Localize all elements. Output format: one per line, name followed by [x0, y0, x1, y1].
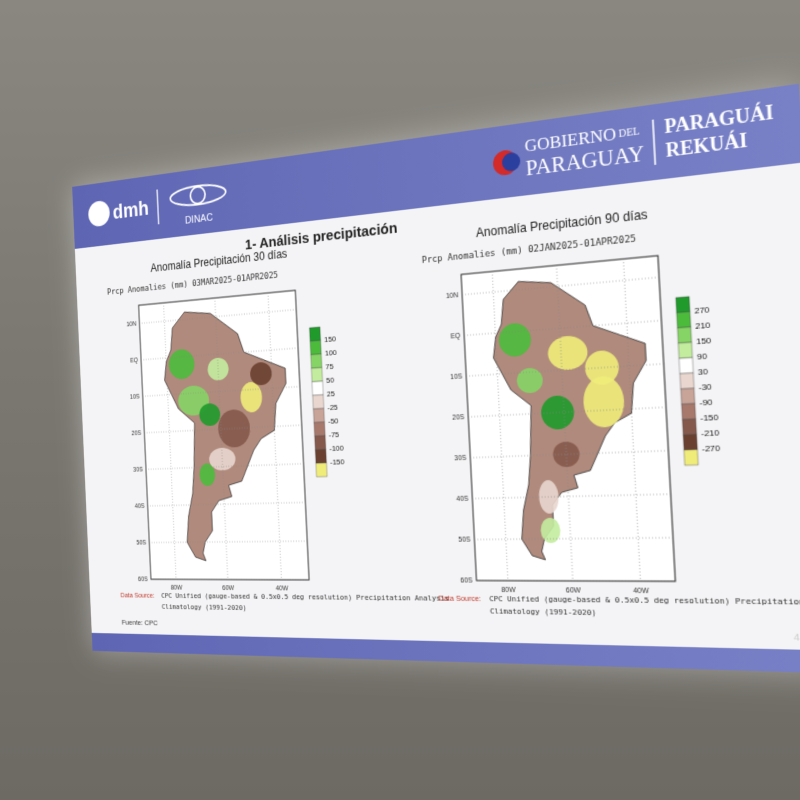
legend-swatch [313, 408, 324, 422]
legend-label: -30 [698, 381, 712, 392]
photo: {"header": {"left_logos": ["dmh", "DINAC… [0, 0, 800, 800]
slide-canvas: dmh DINAC GOBIERNO DEL PARAGUAY PARAGUÁI… [72, 84, 800, 674]
legend-label: 50 [326, 375, 334, 385]
lat-label: 40S [456, 495, 469, 503]
legend-label: 90 [697, 351, 708, 362]
lat-label: 20S [452, 413, 464, 421]
legend-swatch [684, 450, 698, 466]
legend-label: 75 [325, 361, 333, 371]
legend-label: -25 [327, 402, 338, 412]
lat-label: 10S [130, 393, 140, 401]
legend-label: 100 [325, 348, 337, 358]
legend-label: -150 [700, 412, 719, 424]
legend-label: 30 [697, 366, 708, 377]
legend-swatch [680, 373, 694, 389]
legend-label: -75 [329, 430, 340, 440]
lat-label: 60S [460, 577, 473, 585]
lon-label: 80W [501, 586, 517, 594]
legend-swatch [311, 354, 322, 368]
legend-swatch [315, 436, 326, 450]
lon-label: 80W [171, 584, 184, 591]
legend-label: -100 [329, 443, 344, 453]
panel-subtitle: Prcp Anomalies (mm) 02JAN2025-01APR2025 [421, 232, 636, 265]
lat-label: 10S [450, 373, 462, 382]
lat-label: 10N [446, 291, 459, 300]
slide: dmh DINAC GOBIERNO DEL PARAGUAY PARAGUÁI… [72, 84, 800, 674]
legend-label: 150 [324, 334, 336, 344]
legend-swatch [677, 312, 691, 328]
header-band [72, 84, 800, 249]
footer-note: Fuente: CPC [122, 618, 158, 628]
page-number: 4 [793, 632, 800, 643]
legend-label: 210 [695, 320, 711, 332]
legend-swatch [315, 449, 326, 463]
lat-label: 10N [126, 320, 137, 328]
legend-swatch [679, 358, 693, 374]
lat-label: 30S [133, 466, 143, 473]
climatology: Climatology (1991-2020) [490, 607, 597, 618]
legend-label: -270 [702, 443, 721, 454]
legend-swatch [678, 342, 692, 358]
lat-label: EQ [130, 357, 138, 365]
source-label: Data Source: [438, 595, 481, 603]
legend-label: 150 [696, 335, 712, 347]
logo-dmh: dmh [112, 197, 149, 223]
legend-swatch [682, 419, 696, 435]
source-text: CPC Unified (gauge-based & 0.5x0.5 deg r… [161, 592, 449, 603]
legend-swatch [683, 434, 697, 450]
legend-swatch [313, 395, 324, 409]
legend-swatch [312, 381, 323, 395]
lon-label: 60W [222, 585, 235, 592]
legend-label: -150 [330, 457, 345, 467]
legend-label: -210 [701, 427, 720, 439]
legend-swatch [314, 422, 325, 436]
legend-swatch [310, 340, 321, 354]
legend-swatch [681, 388, 695, 404]
footer-band [92, 633, 800, 673]
panel-subtitle: Prcp Anomalies (mm) 03MAR2025-01APR2025 [107, 269, 279, 297]
lat-label: 20S [131, 430, 141, 437]
lat-label: EQ [450, 332, 460, 340]
lat-label: 30S [454, 454, 467, 462]
legend-label: 270 [694, 304, 710, 316]
lat-label: 60S [138, 576, 148, 583]
source-label: Data Source: [120, 592, 154, 599]
legend-swatch [681, 404, 695, 420]
legend-swatch [676, 297, 690, 313]
lat-label: 40S [135, 503, 145, 510]
lat-label: 50S [458, 536, 471, 544]
legend-label: -50 [328, 416, 339, 426]
legend-label: -90 [699, 397, 713, 408]
legend-swatch [311, 368, 322, 382]
lat-label: 50S [136, 539, 146, 546]
lon-label: 60W [566, 587, 583, 595]
climatology: Climatology (1991-2020) [161, 603, 246, 612]
legend-swatch [677, 327, 691, 343]
lon-label: 40W [276, 585, 290, 592]
legend-swatch [309, 327, 320, 341]
legend-label: 25 [327, 389, 335, 399]
source-text: CPC Unified (gauge-based & 0.5x0.5 deg r… [489, 595, 800, 608]
legend-swatch [316, 463, 327, 477]
lon-label: 40W [633, 587, 650, 595]
